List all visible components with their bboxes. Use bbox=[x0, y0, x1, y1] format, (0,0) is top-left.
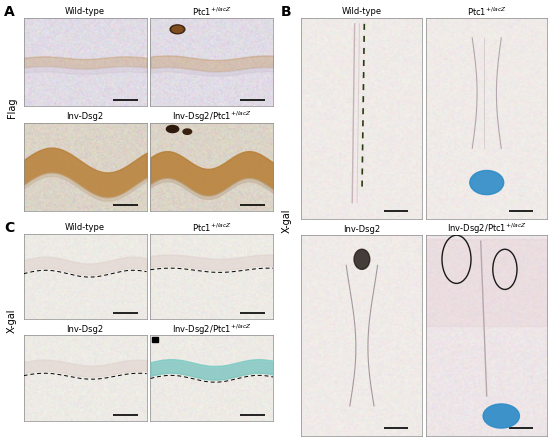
Text: Wild-type: Wild-type bbox=[342, 7, 382, 16]
Ellipse shape bbox=[483, 404, 519, 428]
Text: C: C bbox=[4, 221, 14, 235]
Text: Flag: Flag bbox=[7, 97, 17, 118]
Ellipse shape bbox=[167, 125, 179, 133]
Text: Wild-type: Wild-type bbox=[65, 7, 105, 16]
Text: Inv-Dsg2: Inv-Dsg2 bbox=[343, 225, 381, 234]
Ellipse shape bbox=[183, 129, 191, 134]
Text: Inv-Dsg2/Ptc1$^{+/lacZ}$: Inv-Dsg2/Ptc1$^{+/lacZ}$ bbox=[447, 222, 527, 236]
Text: Inv-Dsg2/Ptc1$^{+/lacZ}$: Inv-Dsg2/Ptc1$^{+/lacZ}$ bbox=[172, 322, 252, 336]
Ellipse shape bbox=[172, 26, 183, 32]
Text: Ptc1$^{+/lacZ}$: Ptc1$^{+/lacZ}$ bbox=[192, 6, 232, 18]
Text: Wild-type: Wild-type bbox=[65, 223, 105, 232]
Text: Inv-Dsg2: Inv-Dsg2 bbox=[67, 112, 103, 121]
Text: Inv-Dsg2/Ptc1$^{+/lacZ}$: Inv-Dsg2/Ptc1$^{+/lacZ}$ bbox=[172, 109, 252, 124]
Ellipse shape bbox=[470, 170, 504, 194]
Ellipse shape bbox=[170, 25, 185, 34]
Text: X-gal: X-gal bbox=[7, 308, 17, 333]
Text: Inv-Dsg2: Inv-Dsg2 bbox=[67, 325, 103, 334]
Text: A: A bbox=[4, 5, 15, 19]
Text: X-gal: X-gal bbox=[282, 208, 292, 233]
Text: B: B bbox=[280, 5, 291, 19]
Ellipse shape bbox=[354, 249, 370, 269]
Bar bbox=[152, 337, 158, 342]
Text: Ptc1$^{+/lacZ}$: Ptc1$^{+/lacZ}$ bbox=[192, 222, 232, 234]
Text: Ptc1$^{+/lacZ}$: Ptc1$^{+/lacZ}$ bbox=[467, 6, 507, 18]
